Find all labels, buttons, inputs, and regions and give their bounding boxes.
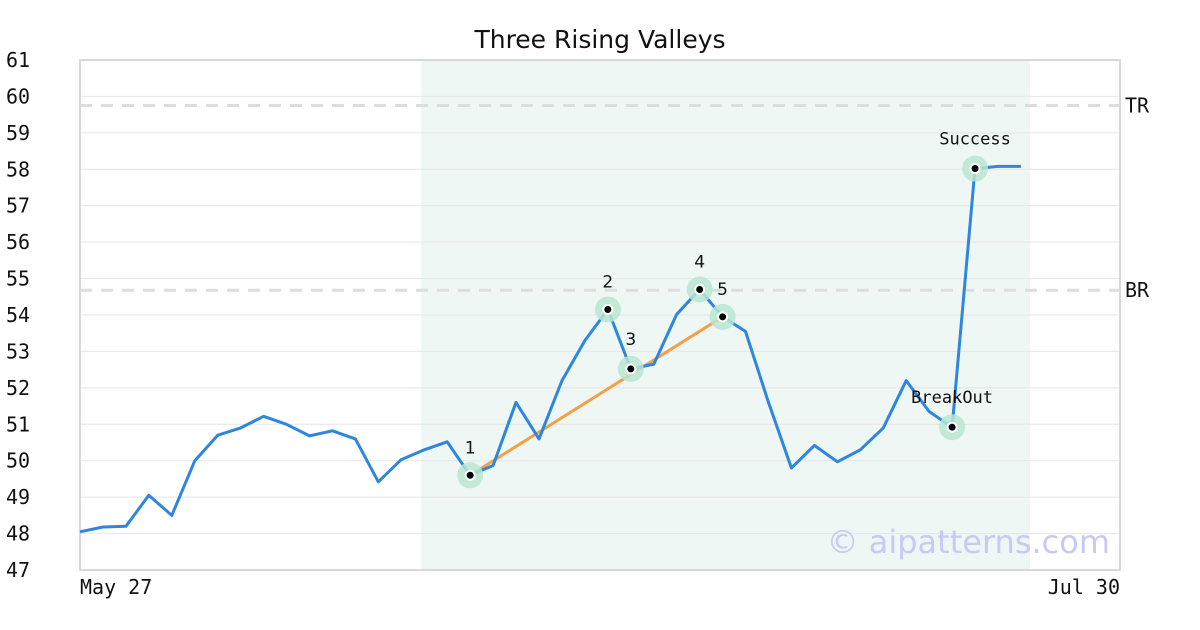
plot-frame — [79, 59, 1121, 571]
chart-title: Three Rising Valleys — [473, 25, 725, 54]
data-point — [330, 429, 334, 433]
data-point — [353, 437, 357, 441]
data-point — [216, 433, 220, 437]
y-tick-label: 58 — [6, 157, 30, 181]
data-point — [927, 410, 931, 414]
y-tick-label: 59 — [6, 121, 30, 145]
data-point — [652, 362, 656, 366]
point-label: 3 — [625, 330, 636, 350]
point-label: Success — [939, 130, 1011, 150]
data-point — [101, 525, 105, 529]
y-tick-label: 49 — [6, 485, 30, 509]
data-point — [78, 530, 82, 534]
data-point — [193, 459, 197, 463]
y-tick-label: 60 — [6, 84, 30, 108]
data-point — [445, 440, 449, 444]
valley-trend-line — [469, 315, 724, 477]
marker-dot — [627, 365, 635, 373]
data-point — [491, 463, 495, 467]
point-label: 4 — [694, 253, 705, 273]
marker-dot — [948, 423, 956, 431]
y-tick-label: 50 — [6, 449, 30, 473]
data-point — [537, 437, 541, 441]
point-label: 2 — [602, 273, 613, 293]
data-point — [835, 460, 839, 464]
y-tick-label: 48 — [6, 522, 30, 546]
data-point — [767, 400, 771, 404]
marker-dot — [604, 306, 612, 314]
point-label: 5 — [717, 280, 728, 300]
watermark: © aipatterns.com — [827, 523, 1110, 561]
y-tick-label: 61 — [6, 48, 30, 72]
data-point — [262, 414, 266, 418]
data-point — [789, 466, 793, 470]
point-label: BreakOut — [911, 388, 993, 408]
data-point — [170, 513, 174, 517]
data-point — [675, 312, 679, 316]
reference-line-label: BR — [1125, 278, 1150, 302]
data-point — [1019, 164, 1023, 168]
y-tick-label: 55 — [6, 267, 30, 291]
data-point — [147, 493, 151, 497]
marker-dot — [719, 313, 727, 321]
data-point — [124, 524, 128, 528]
data-point — [399, 458, 403, 462]
data-point — [308, 434, 312, 438]
data-point — [858, 448, 862, 452]
point-label: 1 — [465, 438, 476, 458]
marker-dot — [466, 471, 474, 479]
data-point — [583, 339, 587, 343]
y-tick-label: 53 — [6, 339, 30, 363]
y-tick-label: 47 — [6, 558, 30, 582]
y-tick-label: 57 — [6, 194, 30, 218]
data-point — [239, 426, 243, 430]
y-tick-label: 51 — [6, 412, 30, 436]
x-tick-label-end: Jul 30 — [1048, 575, 1120, 599]
data-point — [285, 422, 289, 426]
price-line — [79, 164, 1021, 534]
y-tick-label: 54 — [6, 303, 30, 327]
marker-dot — [971, 165, 979, 173]
data-point — [812, 443, 816, 447]
y-tick-label: 56 — [6, 230, 30, 254]
data-point — [996, 164, 1000, 168]
y-tick-label: 52 — [6, 376, 30, 400]
x-tick-label-start: May 27 — [80, 575, 152, 599]
data-point — [881, 426, 885, 430]
data-point — [514, 400, 518, 404]
data-point — [904, 379, 908, 383]
marker-dot — [696, 286, 704, 293]
data-point — [744, 329, 748, 333]
data-point — [560, 379, 564, 383]
data-point — [422, 448, 426, 452]
data-point — [376, 480, 380, 484]
reference-line-label: TR — [1125, 94, 1150, 118]
